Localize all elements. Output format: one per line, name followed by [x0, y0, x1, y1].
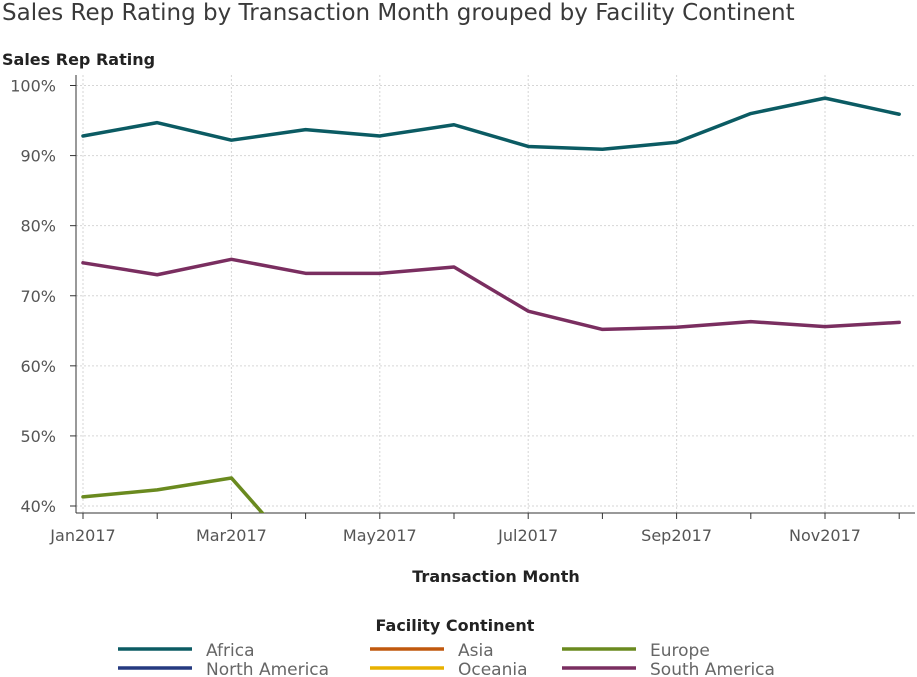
legend-label-south-america: South America [650, 660, 775, 677]
y-tick-labels: 40% 50% 60% 70% 80% 90% 100% [10, 77, 56, 516]
series-line-europe [81, 476, 265, 513]
y-axis-title: Sales Rep Rating [2, 50, 155, 69]
legend-label-europe: Europe [650, 641, 710, 661]
x-tick-label: Jul2017 [497, 526, 558, 545]
legend-title: Facility Continent [376, 616, 535, 635]
x-tick-label: Nov2017 [789, 526, 861, 545]
x-tick-labels: Jan2017 Mar2017 May2017 Jul2017 Sep2017 Nov20… [49, 526, 861, 545]
y-tick-label: 40% [20, 497, 56, 516]
x-tick-label: Sep2017 [641, 526, 712, 545]
x-axis-title: Transaction Month [412, 567, 579, 586]
legend-label-oceania: Oceania [458, 660, 528, 677]
series-lines [81, 96, 901, 513]
series-line-south-america [81, 257, 901, 332]
axes [70, 75, 915, 519]
series-line-africa [81, 96, 901, 152]
legend-label-africa: Africa [206, 641, 255, 661]
legend-label-asia: Asia [458, 641, 494, 661]
legend-label-north-america: North America [206, 660, 329, 677]
y-tick-label: 60% [20, 357, 56, 376]
x-tick-label: Mar2017 [196, 526, 267, 545]
y-tick-label: 90% [20, 147, 56, 166]
x-tick-label: Jan2017 [49, 526, 115, 545]
grid-lines [76, 75, 915, 513]
x-tick-label: May2017 [343, 526, 417, 545]
y-tick-label: 50% [20, 427, 56, 446]
y-tick-label: 70% [20, 287, 56, 306]
y-tick-label: 80% [20, 217, 56, 236]
legend: Facility Continent Africa Asia Europe North… [118, 616, 775, 677]
y-tick-label: 100% [10, 77, 56, 96]
chart-title: Sales Rep Rating by Transaction Month gr… [2, 0, 795, 26]
